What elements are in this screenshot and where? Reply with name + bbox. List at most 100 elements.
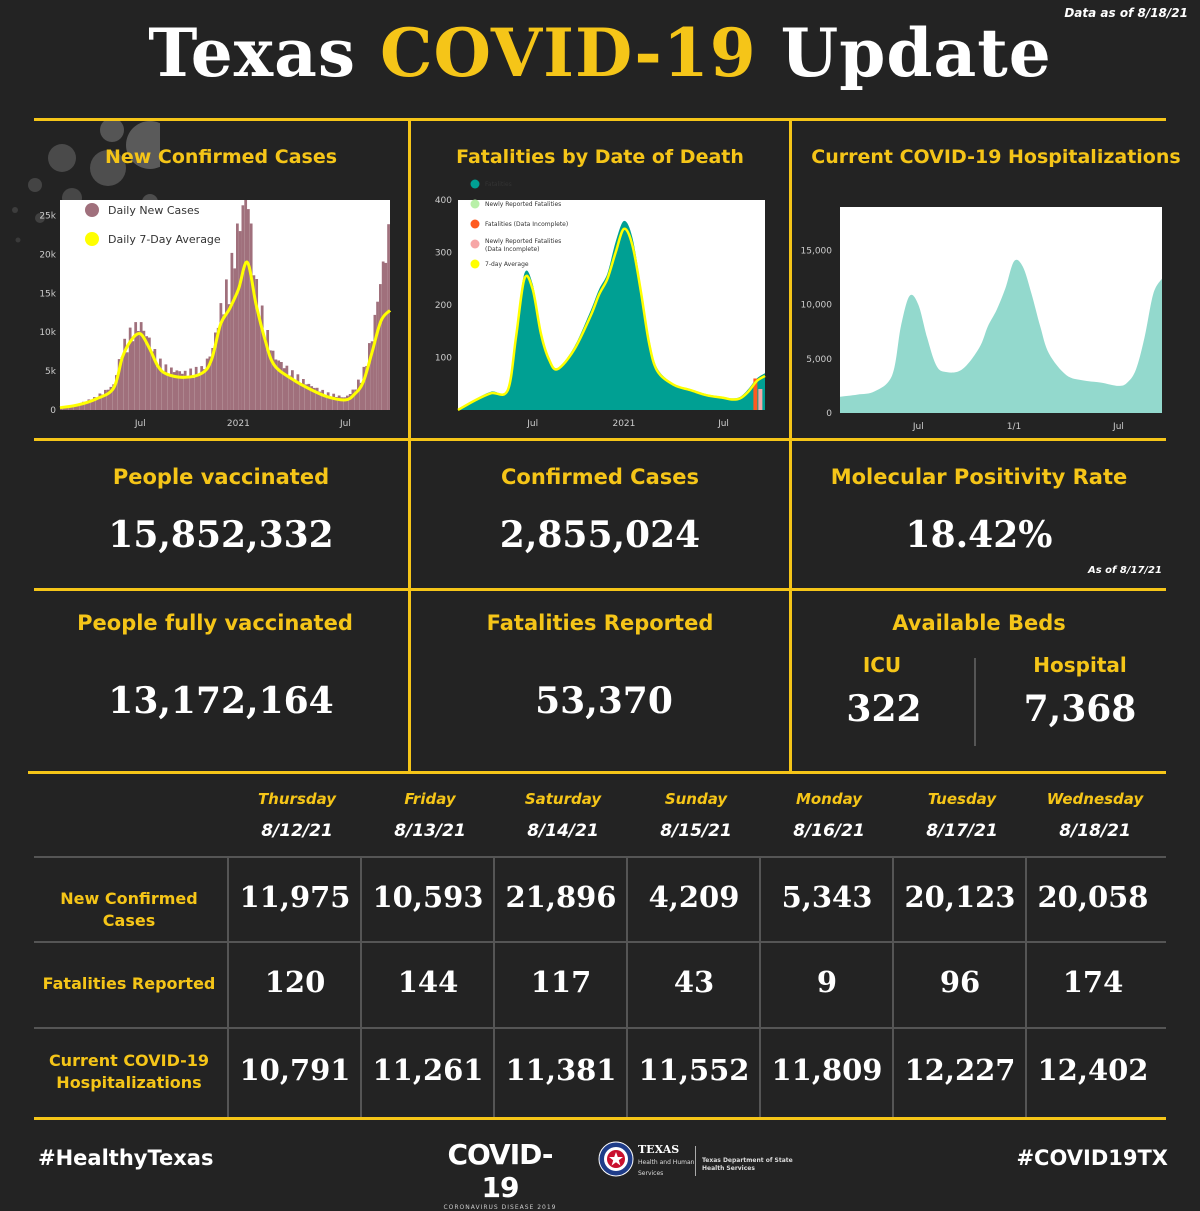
table-cell: 11,261	[372, 1053, 484, 1087]
table-day-date: 8/17/21	[926, 821, 998, 841]
cases-bar	[241, 205, 245, 410]
cases-bar	[381, 261, 385, 410]
fatal-x-tick-label: Jul	[526, 419, 538, 429]
table-cell: 96	[939, 965, 981, 999]
grid-vline-2	[789, 120, 792, 772]
cases-bar	[365, 366, 369, 410]
hashtag-covid19tx: #COVID19TX	[1016, 1146, 1168, 1170]
table-row-label: Fatalities Reported	[42, 974, 216, 993]
grid-line-2	[34, 588, 1166, 591]
cases-bar	[128, 327, 132, 410]
table-day-date: 8/14/21	[527, 821, 599, 841]
cases-bar	[90, 400, 94, 410]
cases-bar	[101, 394, 105, 410]
table-day-date: 8/18/21	[1059, 821, 1131, 841]
cases-bar	[172, 372, 176, 410]
cases-avg-line	[59, 260, 392, 410]
grid-line-3	[28, 771, 1166, 774]
table-col-divider	[892, 856, 894, 1117]
table-col-divider	[1025, 856, 1027, 1117]
hosp-x-tick-label: 1/1	[1007, 422, 1021, 432]
table-cell: 11,552	[638, 1053, 750, 1087]
cases-bar	[109, 386, 113, 410]
table-cell: 10,791	[239, 1053, 351, 1087]
cases-bar	[315, 387, 319, 410]
people-vaccinated-value: 15,852,332	[108, 514, 334, 556]
fatalities-chart-title: Fatalities by Date of Death	[456, 146, 744, 168]
table-cell: 117	[530, 965, 592, 999]
hosp-y-tick-label: 5,000	[806, 355, 832, 365]
cases-bar	[186, 376, 190, 410]
fatal-legend-label: Fatalities (Data Incomplete)	[485, 221, 568, 228]
cases-legend-marker	[85, 232, 99, 246]
cases-bar	[230, 252, 234, 410]
cases-bar	[337, 395, 341, 410]
cases-legend-label: Daily 7-Day Average	[108, 233, 221, 246]
cases-bar	[216, 327, 220, 410]
cases-bar	[117, 359, 121, 410]
fatal-legend-marker	[470, 239, 480, 249]
cases-bar	[142, 330, 146, 410]
cases-bar	[255, 279, 259, 410]
cases-bar	[258, 318, 261, 410]
table-cell: 12,402	[1037, 1053, 1149, 1087]
table-col-divider	[759, 856, 761, 1117]
table-cell: 11,975	[239, 879, 351, 914]
cases-bar	[150, 351, 154, 410]
table-cell: 20,058	[1037, 879, 1149, 914]
cases-bar	[222, 314, 226, 410]
cases-bar	[247, 209, 250, 410]
cases-bar	[307, 383, 311, 410]
cases-bar	[71, 405, 74, 410]
table-cell: 21,896	[505, 879, 617, 914]
cases-bar	[357, 379, 360, 410]
cases-bar	[87, 399, 91, 410]
table-cell: 120	[264, 965, 326, 999]
cases-bar	[197, 375, 201, 410]
fully-vaccinated-value: 13,172,164	[108, 680, 334, 722]
table-cell: 174	[1062, 965, 1124, 999]
cases-bar	[227, 304, 231, 410]
positivity-label: Molecular Positivity Rate	[830, 465, 1128, 489]
cases-bar	[244, 200, 248, 410]
cases-bar	[238, 231, 242, 410]
cases-bar	[76, 404, 80, 410]
cases-bar	[252, 275, 256, 410]
cases-bar	[313, 387, 316, 410]
cases-bar	[148, 337, 151, 410]
table-row-divider	[34, 1027, 1166, 1029]
table-col-divider	[493, 856, 495, 1117]
grid-line-top	[34, 118, 1166, 121]
positivity-note: As of 8/17/21	[1088, 565, 1162, 576]
fatal-incomplete-bar	[758, 389, 763, 410]
table-day-date: 8/15/21	[660, 821, 732, 841]
cases-bar	[208, 356, 212, 410]
cases-bar	[145, 336, 149, 410]
people-vaccinated-label: People vaccinated	[112, 465, 330, 489]
table-row-label: Current COVID-19 Hospitalizations	[48, 1051, 210, 1092]
cases-bar	[161, 373, 165, 410]
hospital-beds-value: 7,368	[1023, 688, 1137, 730]
cases-bar	[120, 357, 124, 410]
cases-bar	[178, 371, 182, 410]
hospital-beds-label: Hospital	[1033, 653, 1127, 677]
cases-bar	[329, 397, 333, 410]
fatal-y-tick-label: 300	[435, 249, 452, 259]
icu-label: ICU	[862, 653, 902, 677]
cases-y-tick-label: 0	[50, 406, 56, 416]
hosp-x-tick-label: Jul	[1112, 422, 1124, 432]
cases-bar	[126, 352, 129, 410]
cases-bar	[373, 314, 377, 410]
cases-bar	[164, 364, 168, 410]
cases-bar	[296, 374, 300, 410]
fatal-y-tick-label: 200	[435, 301, 452, 311]
table-day-name: Wednesday	[1046, 790, 1144, 808]
cases-bar	[326, 392, 330, 410]
cases-y-tick-label: 15k	[39, 289, 56, 299]
cases-bar	[282, 368, 286, 410]
cases-bar	[211, 348, 215, 410]
cases-bar	[79, 403, 83, 410]
table-row-label: New Confirmed Cases	[60, 888, 198, 930]
cases-y-tick-label: 5k	[45, 367, 57, 377]
cases-bar	[153, 349, 157, 410]
